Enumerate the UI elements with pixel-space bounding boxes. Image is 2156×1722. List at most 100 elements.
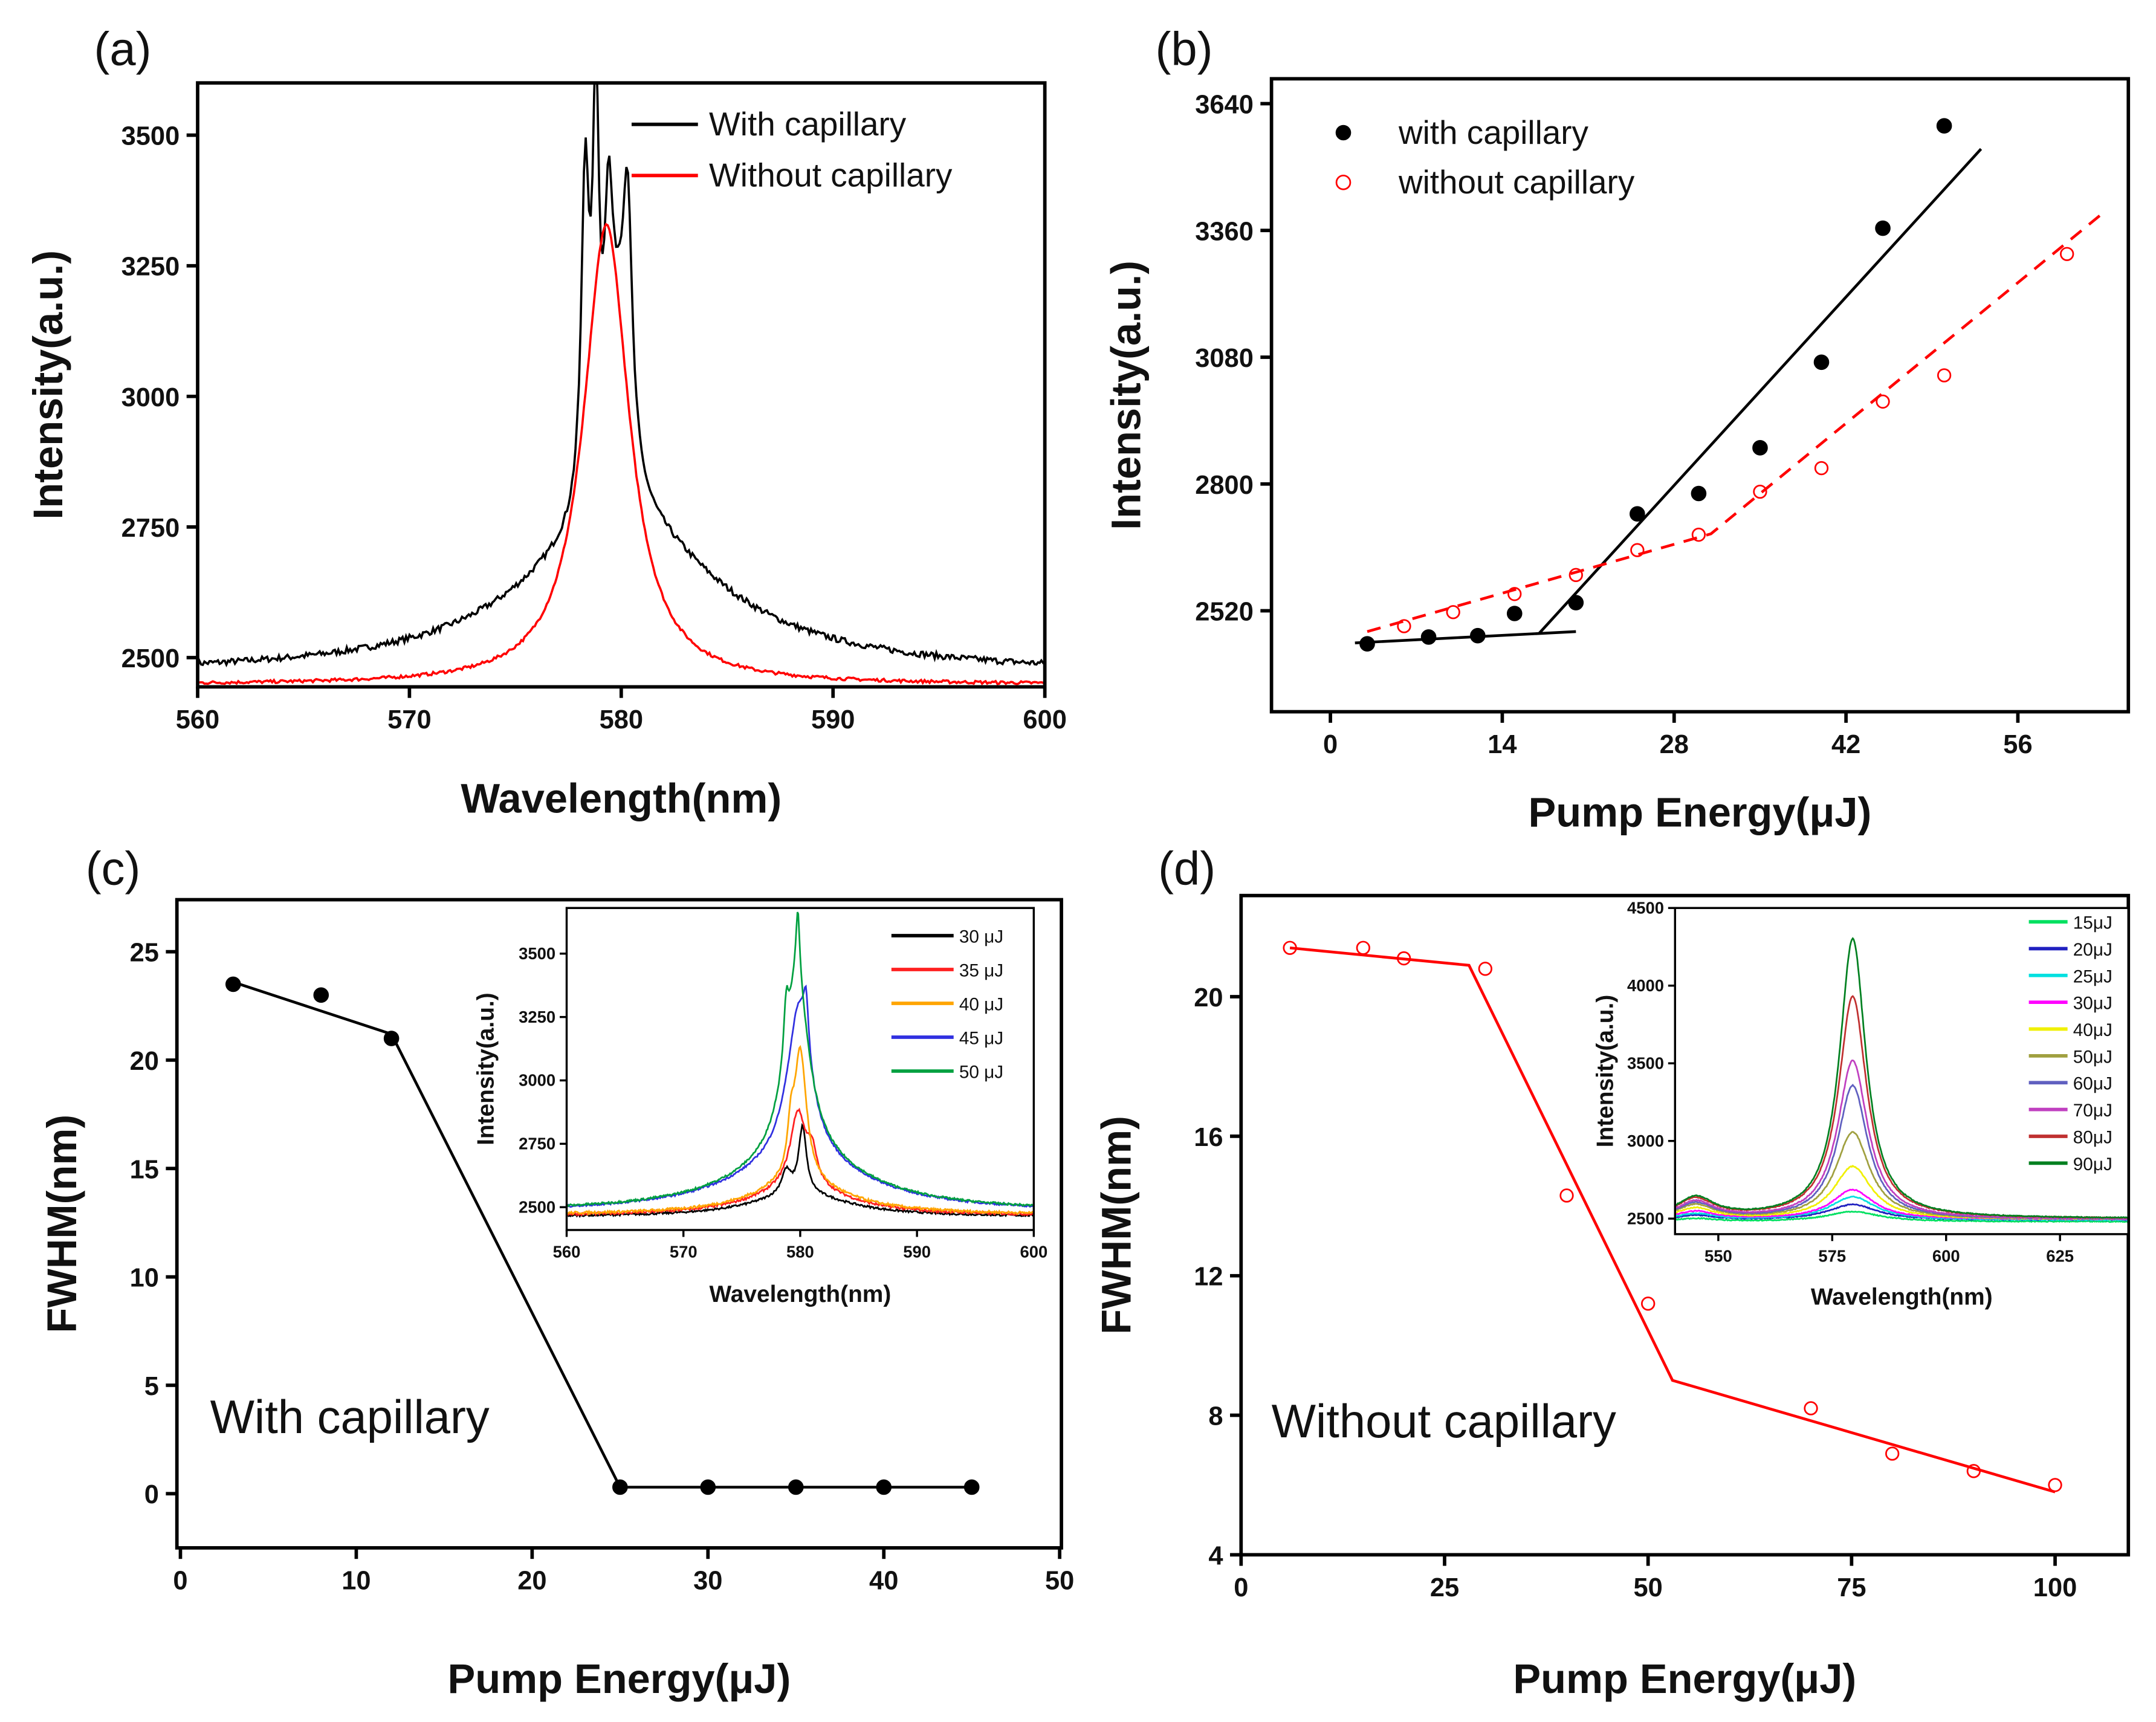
y-tick-label: 3080 [1195, 344, 1254, 373]
panel-label: (c) [86, 843, 141, 895]
y-tick-label: 3500 [1627, 1054, 1664, 1072]
series-line-40-μJ [566, 1044, 1034, 1216]
y-tick-label: 0 [144, 1480, 159, 1509]
fit-line [1289, 946, 2056, 1494]
y-tick-label: 3000 [1627, 1131, 1664, 1150]
x-tick-label: 42 [1831, 730, 1860, 759]
data-point [1359, 636, 1375, 652]
x-tick-label: 0 [173, 1566, 187, 1595]
x-tick-label: 570 [670, 1243, 698, 1261]
x-tick-label: 50 [1634, 1573, 1663, 1602]
data-point [1814, 461, 1829, 476]
data-point [963, 1479, 980, 1495]
data-point [1813, 354, 1830, 371]
plot-area [1355, 118, 2105, 652]
fit-line [1367, 211, 2105, 633]
chart-a: 560 570 580 590 600 2500 2750 3000 3250 3500 Wavel… [25, 23, 1067, 821]
x-tick-label: 0 [1234, 1573, 1248, 1602]
data-point [612, 1479, 628, 1495]
y-tick-label: 3000 [121, 383, 180, 412]
x-tick-label: 580 [786, 1243, 814, 1261]
x-tick-label: 40 [869, 1566, 898, 1595]
plot-area [197, 83, 1045, 685]
data-point [1691, 528, 1706, 542]
x-tick-label: 625 [2046, 1247, 2074, 1266]
data-point [1753, 484, 1767, 499]
data-point [1752, 440, 1768, 456]
legend-label: Without capillary [709, 157, 953, 194]
legend-label: 70μJ [2073, 1101, 2112, 1121]
legend-label: 60μJ [2073, 1074, 2112, 1094]
legend-label: 45 μJ [959, 1028, 1003, 1048]
legend-label: 50 μJ [959, 1062, 1003, 1082]
data-point [1876, 394, 1890, 409]
y-axis-label: FWHM(nm) [39, 1115, 85, 1333]
data-point [225, 976, 241, 992]
data-point [1507, 587, 1522, 601]
data-point [1478, 962, 1492, 976]
plot-area [566, 911, 1034, 1219]
data-point [1936, 118, 1952, 134]
data-point [1804, 1401, 1818, 1416]
legend-label: with capillary [1398, 114, 1589, 151]
y-tick-label: 4 [1208, 1541, 1223, 1570]
y-axis-label: Intensity(a.u.) [473, 992, 499, 1145]
x-tick-label: 600 [1023, 705, 1066, 734]
data-point [383, 1031, 400, 1046]
y-tick-label: 20 [1194, 983, 1223, 1012]
y-tick-label: 4500 [1627, 898, 1664, 917]
x-tick-label: 28 [1660, 730, 1689, 759]
fit-line [1355, 630, 1576, 644]
series-line-35-μJ [566, 1107, 1034, 1217]
x-tick-label: 20 [517, 1566, 546, 1595]
x-tick-label: 75 [1837, 1573, 1866, 1602]
annotation: With capillary [210, 1391, 490, 1443]
legend-marker [1335, 175, 1352, 190]
data-point [1568, 595, 1584, 610]
chart-c: 0 10 20 30 40 50 0 5 10 15 20 25 Pump Energy(μJ) FWHM… [39, 843, 1075, 1702]
plot-frame [1269, 77, 2131, 714]
legend-label: 40 μJ [959, 994, 1003, 1014]
x-tick-label: 30 [693, 1566, 722, 1595]
y-tick-label: 3500 [519, 944, 555, 963]
data-point [1356, 940, 1370, 955]
x-tick-label: 56 [2003, 730, 2032, 759]
x-axis-label: Wavelength(nm) [710, 1281, 892, 1307]
chart-b: 0 14 28 42 56 2520 2800 3080 3360 3640 Pump Energy… [1102, 23, 2131, 835]
legend-label: 25μJ [2073, 966, 2112, 986]
data-point [1875, 220, 1891, 236]
inset-background [1675, 908, 2129, 1234]
data-point [1885, 1446, 1900, 1461]
legend-label: 35 μJ [959, 960, 1003, 980]
data-point [700, 1479, 716, 1495]
data-point [1641, 1296, 1656, 1311]
data-point [1691, 485, 1707, 502]
x-tick-label: 570 [387, 705, 431, 734]
data-point [1420, 629, 1437, 645]
annotation: Without capillary [1272, 1396, 1616, 1448]
data-point [1568, 568, 1583, 582]
y-tick-label: 3640 [1195, 91, 1254, 120]
data-point [876, 1479, 892, 1495]
panel-label: (a) [94, 23, 152, 75]
x-tick-label: 600 [1020, 1243, 1047, 1261]
y-tick-label: 12 [1194, 1263, 1223, 1292]
y-tick-label: 3000 [519, 1071, 555, 1090]
data-point [1506, 606, 1523, 621]
data-point [1966, 1464, 1981, 1478]
x-tick-label: 25 [1430, 1573, 1459, 1602]
data-point [1446, 605, 1460, 620]
data-point [788, 1479, 804, 1495]
data-point [2060, 247, 2074, 261]
plot-frame [565, 907, 1035, 1231]
data-point [1937, 368, 1952, 383]
data-point [313, 987, 329, 1003]
plot-area [1283, 940, 2062, 1494]
x-tick-label: 580 [600, 705, 643, 734]
legend-label: 50μJ [2073, 1047, 2112, 1067]
chart-d: 0 25 50 75 100 4 8 12 16 20 Pump Energy(μJ) FWHM(nm… [1093, 843, 2131, 1702]
x-tick-label: 560 [176, 705, 219, 734]
fit-line [1538, 147, 1983, 635]
y-axis-label: Intensity(a.u.) [1592, 995, 1618, 1148]
x-axis-label: Pump Energy(μJ) [447, 1656, 791, 1702]
